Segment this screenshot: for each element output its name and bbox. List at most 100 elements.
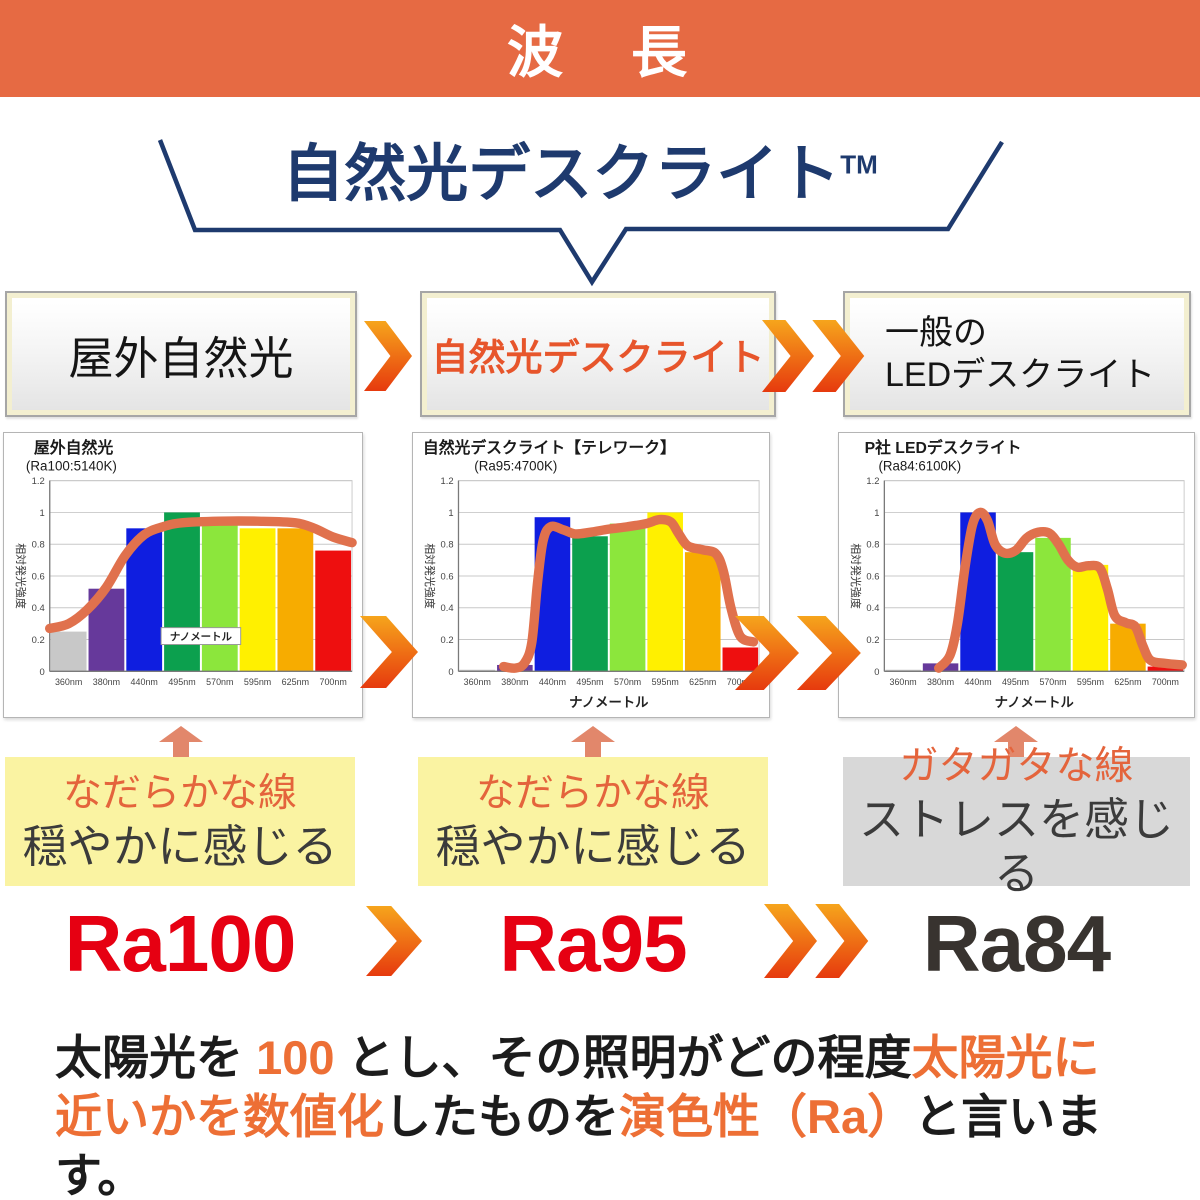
- svg-text:595nm: 595nm: [1077, 677, 1104, 687]
- footer-segment: 太陽光に: [911, 1031, 1100, 1084]
- double-chevron-right-icon: [764, 904, 870, 978]
- flow-box-label: 屋外自然光: [68, 332, 294, 384]
- impression-line2: 穏やかに感じる: [22, 820, 338, 872]
- svg-text:1: 1: [448, 507, 453, 518]
- spectrum-chart-svg: 0 0.2 0.4 0.6 0.8 1 1.2 360nm 380nm 440nm 495nm 570…: [849, 438, 1187, 710]
- svg-text:440nm: 440nm: [131, 677, 158, 687]
- footer-segment: 100: [256, 1031, 335, 1084]
- up-arrow-icon: [570, 726, 616, 757]
- svg-text:625nm: 625nm: [1114, 677, 1141, 687]
- svg-text:360nm: 360nm: [890, 677, 917, 687]
- svg-text:595nm: 595nm: [244, 677, 271, 687]
- impression-line1: なだらかな線: [62, 772, 297, 816]
- footer-segment: とし、その照明がどの程度: [334, 1031, 912, 1084]
- svg-text:0.4: 0.4: [32, 603, 45, 614]
- svg-text:380nm: 380nm: [501, 677, 528, 687]
- trademark-mark: TM: [840, 149, 878, 180]
- svg-text:自然光デスクライト【テレワーク】: 自然光デスクライト【テレワーク】: [423, 438, 676, 457]
- svg-text:625nm: 625nm: [689, 677, 716, 687]
- footer-line2: 近いかを数値化したものを演色性（Ra）と言います。: [55, 1087, 1155, 1200]
- svg-text:相対発光強度: 相対発光強度: [423, 543, 437, 609]
- svg-text:700nm: 700nm: [1152, 677, 1179, 687]
- svg-text:0.6: 0.6: [440, 570, 453, 581]
- svg-text:495nm: 495nm: [1002, 677, 1029, 687]
- impression-line2: 穏やかに感じる: [435, 820, 751, 872]
- svg-text:0: 0: [874, 666, 879, 677]
- flow-box-label-line2: LEDデスクライト: [885, 356, 1156, 394]
- svg-text:0.8: 0.8: [32, 540, 45, 551]
- svg-text:ナノメートル: ナノメートル: [995, 695, 1075, 710]
- flow-box-natural-desklight: 自然光デスクライト: [420, 291, 776, 417]
- svg-text:495nm: 495nm: [576, 677, 603, 687]
- svg-text:440nm: 440nm: [964, 677, 991, 687]
- product-title-text: 自然光デスクライト: [282, 140, 841, 209]
- flow-box-outdoor-light: 屋外自然光: [5, 291, 357, 417]
- svg-text:(Ra100:5140K): (Ra100:5140K): [26, 459, 117, 474]
- double-chevron-right-icon: [762, 320, 866, 392]
- spectrum-chart-svg: 0 0.2 0.4 0.6 0.8 1 1.2 360nm 380nm 440nm 495nm 570…: [14, 438, 357, 687]
- svg-text:ナノメートル: ナノメートル: [569, 695, 649, 710]
- svg-text:0.4: 0.4: [866, 602, 879, 613]
- svg-text:570nm: 570nm: [1039, 677, 1066, 687]
- svg-text:595nm: 595nm: [652, 677, 679, 687]
- chart-led-desklight: 0 0.2 0.4 0.6 0.8 1 1.2 360nm 380nm 440nm 495nm 570…: [838, 432, 1195, 718]
- chevron-right-icon: [366, 906, 422, 976]
- svg-text:相対発光強度: 相対発光強度: [14, 543, 28, 609]
- flow-box-label: 一般の LEDデスクライト: [885, 312, 1155, 397]
- svg-text:0.4: 0.4: [440, 602, 453, 613]
- page-title: 波 長: [507, 21, 693, 84]
- svg-text:相対発光強度: 相対発光強度: [849, 543, 863, 609]
- flow-box-label-line1: 一般の: [885, 313, 987, 352]
- flow-box-led-desklight: 一般の LEDデスクライト: [843, 291, 1191, 417]
- svg-text:ナノメートル: ナノメートル: [170, 631, 233, 643]
- svg-text:0: 0: [448, 666, 453, 677]
- svg-text:1: 1: [874, 507, 879, 518]
- svg-text:570nm: 570nm: [614, 677, 641, 687]
- svg-text:1.2: 1.2: [866, 475, 879, 486]
- svg-text:0.6: 0.6: [32, 571, 45, 582]
- svg-text:0.2: 0.2: [32, 635, 45, 646]
- ra-value-100: Ra100: [64, 899, 297, 988]
- up-arrow-icon: [158, 726, 204, 757]
- impression-box-smooth-2: なだらかな線 穏やかに感じる: [418, 757, 768, 886]
- svg-text:625nm: 625nm: [282, 677, 309, 687]
- svg-text:0.2: 0.2: [440, 634, 453, 645]
- ra-value-95: Ra95: [499, 899, 687, 988]
- funnel-outline-shape: [157, 139, 1004, 287]
- impression-box-smooth-1: なだらかな線 穏やかに感じる: [5, 757, 355, 886]
- svg-text:380nm: 380nm: [927, 677, 954, 687]
- up-arrow-icon: [993, 726, 1039, 757]
- svg-text:0.8: 0.8: [866, 539, 879, 550]
- footer-segment: したものを: [384, 1090, 619, 1144]
- chevron-right-icon: [364, 321, 412, 391]
- impression-line1: ガタガタな線: [899, 745, 1134, 789]
- impression-line2: ストレスを感じる: [858, 793, 1174, 899]
- footer-segment: 太陽光を: [55, 1031, 257, 1084]
- svg-text:1.2: 1.2: [440, 475, 453, 486]
- svg-text:380nm: 380nm: [93, 677, 120, 687]
- svg-text:570nm: 570nm: [206, 677, 233, 687]
- impression-box-jagged: ガタガタな線 ストレスを感じる: [843, 745, 1190, 899]
- svg-text:0.2: 0.2: [866, 634, 879, 645]
- svg-text:1: 1: [40, 508, 45, 519]
- flow-box-label: 自然光デスクライト: [431, 337, 765, 378]
- svg-text:0: 0: [40, 667, 45, 678]
- svg-text:360nm: 360nm: [55, 677, 82, 687]
- product-title: 自然光デスクライトTM: [140, 144, 1020, 206]
- svg-text:(Ra84:6100K): (Ra84:6100K): [878, 459, 961, 474]
- svg-text:(Ra95:4700K): (Ra95:4700K): [474, 459, 557, 474]
- chart-natural-desklight: 0 0.2 0.4 0.6 0.8 1 1.2 360nm 380nm 440nm 495nm 570…: [412, 432, 770, 718]
- svg-text:495nm: 495nm: [168, 677, 195, 687]
- svg-text:0.6: 0.6: [866, 570, 879, 581]
- svg-text:0.8: 0.8: [440, 539, 453, 550]
- chart-outdoor-natural-light: 0 0.2 0.4 0.6 0.8 1 1.2 360nm 380nm 440nm 495nm 570…: [3, 432, 363, 718]
- svg-text:440nm: 440nm: [539, 677, 566, 687]
- svg-text:700nm: 700nm: [727, 677, 754, 687]
- impression-line1: なだらかな線: [475, 772, 710, 816]
- svg-text:360nm: 360nm: [464, 677, 491, 687]
- svg-text:700nm: 700nm: [319, 677, 346, 687]
- svg-text:P社 LEDデスクライト: P社 LEDデスクライト: [865, 438, 1022, 457]
- chevron-right-icon: [360, 616, 418, 688]
- svg-text:屋外自然光: 屋外自然光: [34, 438, 114, 457]
